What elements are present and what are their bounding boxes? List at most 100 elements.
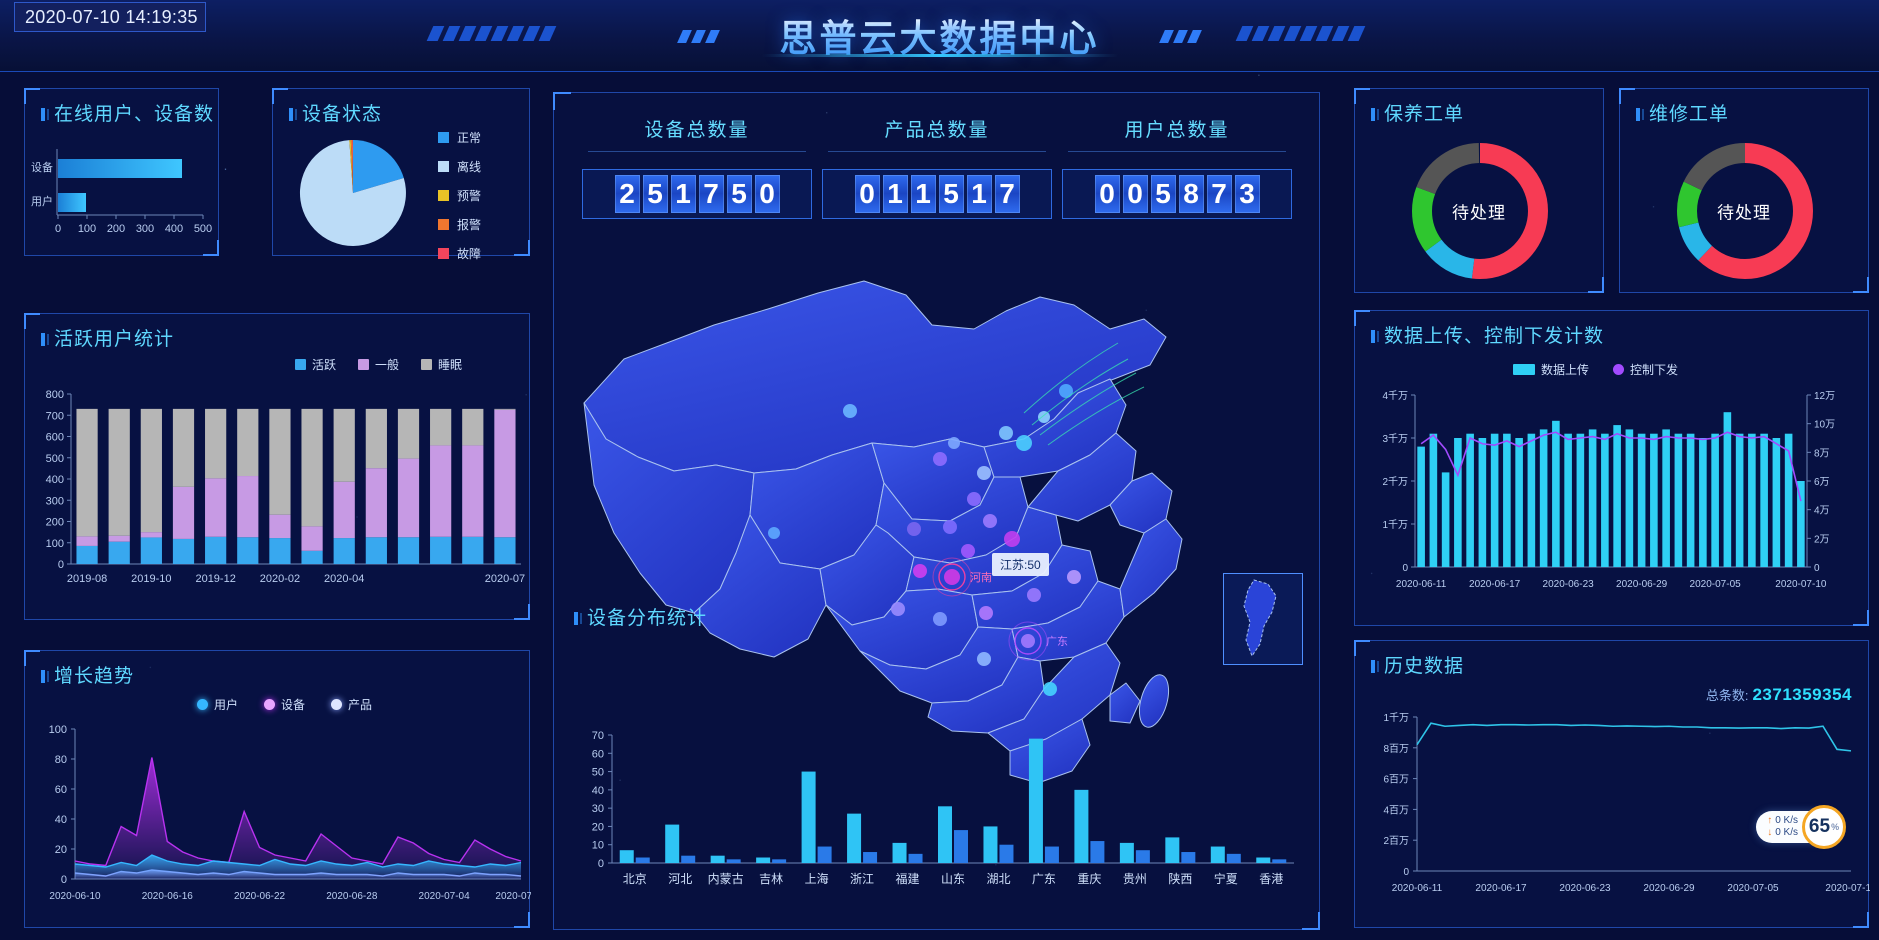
svg-text:浙江: 浙江 [850, 872, 874, 886]
svg-text:80: 80 [55, 754, 67, 766]
upload-bar [1454, 438, 1462, 567]
online-xtick-2: 200 [107, 223, 125, 235]
svg-text:上海: 上海 [805, 871, 829, 886]
svg-text:2020-06-16: 2020-06-16 [142, 891, 194, 902]
dist-bar-secondary [1226, 853, 1241, 863]
active-bar-segment [237, 408, 259, 477]
active-bar-segment [462, 445, 484, 537]
svg-text:8万: 8万 [1814, 448, 1830, 459]
upload-bar [1797, 481, 1805, 567]
svg-text:800: 800 [46, 389, 64, 401]
panel-title-upload: 数据上传、控制下发计数 [1371, 321, 1604, 348]
upload-bar [1637, 433, 1646, 567]
panel-title-online: 在线用户、设备数 [41, 99, 214, 126]
pie-slice-warning [349, 140, 353, 193]
dist-bar [1074, 789, 1089, 863]
upload-bar [1723, 412, 1732, 567]
svg-text:2020-06-28: 2020-06-28 [326, 891, 378, 902]
svg-text:500: 500 [46, 453, 64, 465]
svg-text:2019-12: 2019-12 [195, 573, 235, 585]
upload-bar [1478, 438, 1487, 567]
device-distribution-bar-chart: 0 10 20 30 40 50 60 70 北京 河北 内蒙古 吉林 上海 浙江 福建 山东 湖北 广东 重庆 贵州… [592, 730, 1294, 886]
active-bar-segment [172, 408, 195, 487]
panel-maintenance-order: 保养工单 待处理 [1354, 88, 1604, 293]
active-bar-segment [494, 537, 516, 564]
kpi-digit: 2 [614, 175, 640, 213]
online-xtick-5: 500 [194, 223, 212, 235]
kpi-digit: 5 [642, 175, 668, 213]
upload-bar [1429, 433, 1438, 567]
active-users-stacked-bar: 0 100 200 300 400 500 600 700 800 2019-08 2019-10 2… [46, 389, 525, 585]
upload-bar [1503, 433, 1511, 567]
svg-text:香港: 香港 [1259, 872, 1283, 886]
dist-bar [619, 850, 634, 863]
kpi-digit: 7 [1206, 175, 1232, 213]
downlink-line [1420, 431, 1802, 502]
svg-text:1千万: 1千万 [1383, 712, 1409, 724]
history-total-label: 总条数: [1705, 688, 1749, 703]
upload-bar [1674, 433, 1683, 567]
dist-bar-secondary [772, 859, 787, 863]
pie-slice-normal [353, 140, 404, 193]
svg-text:400: 400 [46, 474, 64, 486]
online-cat-0: 设备 [31, 160, 53, 174]
upload-bar [1564, 433, 1572, 567]
growth-line [74, 757, 522, 867]
svg-text:700: 700 [46, 410, 64, 422]
svg-text:2020-06-17: 2020-06-17 [1475, 883, 1527, 894]
china-map[interactable]: 河南 广东 江苏:50 [554, 233, 1321, 793]
dist-bar [756, 857, 771, 863]
history-total: 总条数: 2371359354 [1706, 685, 1852, 705]
svg-text:0: 0 [598, 858, 604, 870]
active-bar-segment [172, 538, 195, 564]
dist-bar-secondary [1044, 846, 1059, 863]
svg-text:4百万: 4百万 [1383, 804, 1409, 816]
svg-text:600: 600 [46, 432, 64, 444]
app-header: 思普云大数据中心 2020-07-10 14:19:35 [0, 0, 1879, 72]
dist-bar-secondary [635, 857, 650, 863]
dist-bar-secondary [954, 830, 968, 863]
map-tooltip: 江苏:50 [992, 553, 1049, 576]
svg-text:200: 200 [46, 517, 64, 529]
active-bar-segment [237, 537, 259, 564]
kpi-digit: 1 [882, 175, 908, 213]
kpi-digit: 0 [854, 175, 880, 213]
active-bar-segment [301, 526, 323, 551]
page-title: 思普云大数据中心 [0, 8, 1879, 62]
growth-area-chart: 0 20 40 60 80 100 2020-06-10 2020-06-16 2020-06-… [49, 724, 531, 902]
growth-legend: 用户 设备 产品 [197, 696, 372, 713]
upload-bar [1748, 433, 1756, 567]
map-minimap[interactable] [1223, 573, 1303, 665]
dist-bar-secondary [1181, 852, 1196, 863]
active-bar-segment [397, 408, 420, 459]
dist-bar [710, 855, 725, 863]
svg-text:10: 10 [592, 840, 604, 852]
upload-legend: 数据上传 控制下发 [1513, 361, 1678, 378]
map-hot-label-0: 河南 [970, 571, 992, 584]
dist-bar [983, 826, 998, 863]
upload-bar [1625, 429, 1634, 567]
dist-bar-secondary [1272, 859, 1287, 863]
panel-title-active-users: 活跃用户统计 [41, 324, 174, 351]
upload-bar [1735, 433, 1744, 567]
active-bar-segment [76, 536, 98, 546]
active-bar-segment [301, 550, 323, 564]
dist-bar-secondary [863, 852, 878, 863]
svg-text:0: 0 [61, 874, 67, 886]
svg-text:2020-06-22: 2020-06-22 [234, 891, 286, 902]
svg-text:广东: 广东 [1032, 872, 1056, 886]
svg-text:40: 40 [592, 785, 604, 797]
kpi-label-users: 用户总数量 [1068, 115, 1286, 152]
active-users-legend: 活跃 一般 睡眠 [295, 356, 462, 373]
kpi-digit: 1 [966, 175, 992, 213]
growth-line [74, 854, 522, 868]
svg-text:2020-07-10: 2020-07-10 [1775, 579, 1827, 590]
svg-text:2019-08: 2019-08 [67, 573, 107, 585]
speed-percent-value: 65 [1808, 816, 1831, 837]
upload-bar [1760, 433, 1768, 567]
upload-combo-chart: 0 1千万 2千万 3千万 4千万 0 2万 4万 6万 8万 10万 12万 2020-06-11 20… [1382, 390, 1835, 590]
